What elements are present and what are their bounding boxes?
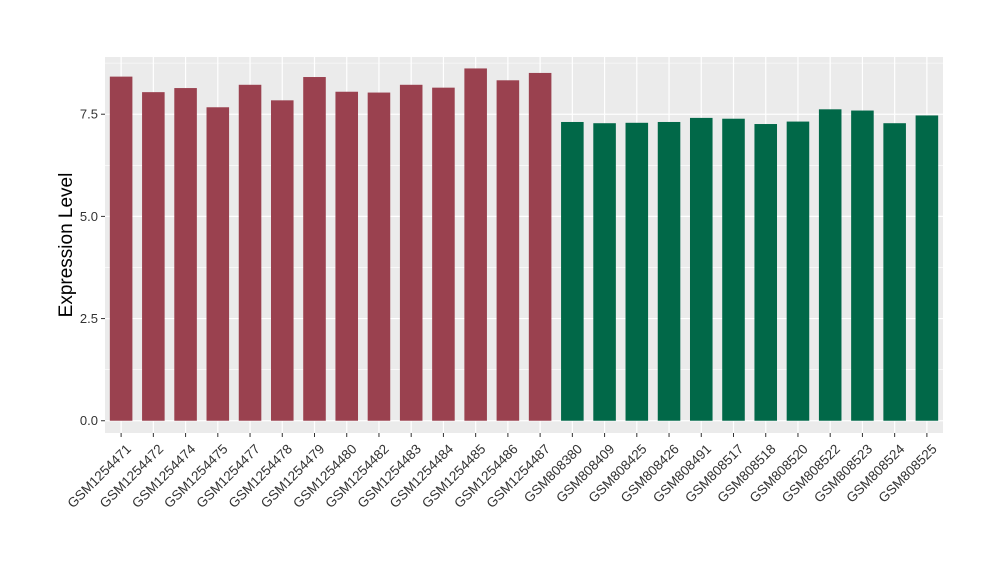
bar-GSM808517 — [722, 118, 745, 421]
y-axis: 0.0 2.5 5.0 7.5 — [80, 107, 105, 428]
bar-GSM1254475 — [206, 107, 230, 421]
bar-GSM808524 — [883, 123, 906, 421]
bar-GSM1254487 — [528, 72, 552, 421]
y-tick-label: 7.5 — [80, 107, 98, 122]
bar-GSM1254484 — [432, 87, 455, 421]
bar-GSM1254477 — [238, 84, 262, 421]
bar-GSM808409 — [593, 123, 616, 421]
bar-GSM1254485 — [464, 68, 487, 421]
bar-GSM808522 — [818, 109, 842, 421]
bar-GSM1254471 — [109, 76, 133, 421]
bar-GSM808426 — [657, 121, 681, 421]
bar-GSM808520 — [786, 121, 810, 421]
x-axis: GSM1254471GSM1254472GSM1254474GSM1254475… — [65, 433, 940, 511]
bar-GSM808380 — [561, 121, 584, 421]
bar-GSM808523 — [851, 110, 874, 421]
bar-GSM1254479 — [303, 77, 326, 421]
bars — [109, 68, 939, 421]
bar-GSM808425 — [625, 122, 649, 421]
plot-panel — [105, 57, 943, 433]
bar-GSM1254478 — [270, 100, 294, 421]
bar-GSM1254483 — [399, 84, 423, 421]
bar-GSM1254486 — [496, 80, 520, 421]
bar-GSM1254474 — [174, 88, 197, 421]
bar-GSM1254472 — [142, 92, 165, 421]
bar-GSM808525 — [915, 115, 939, 421]
y-tick-label: 5.0 — [80, 209, 98, 224]
y-tick-label: 0.0 — [80, 413, 98, 428]
y-tick-label: 2.5 — [80, 311, 98, 326]
bar-GSM1254482 — [367, 92, 391, 421]
bar-GSM808491 — [689, 117, 713, 421]
y-axis-title: Expression Level — [56, 173, 77, 318]
bar-GSM1254480 — [335, 91, 359, 421]
bar-GSM808518 — [754, 124, 778, 421]
